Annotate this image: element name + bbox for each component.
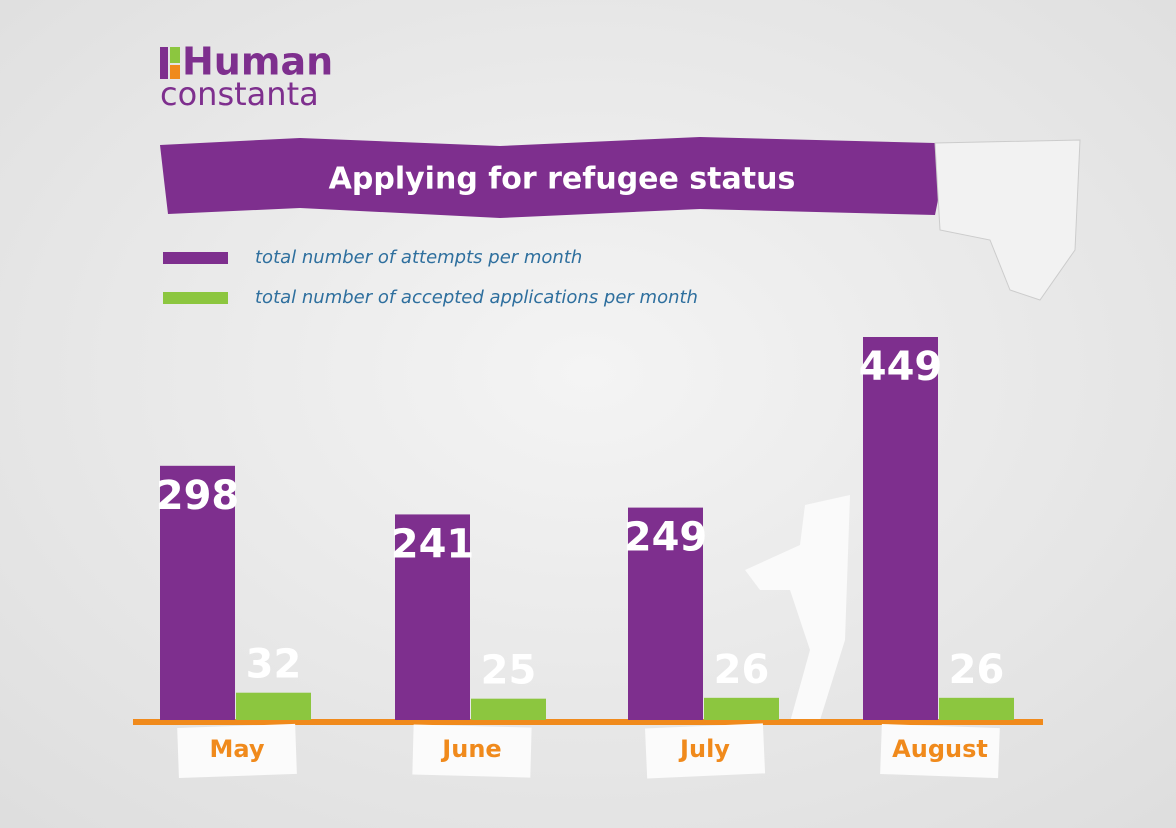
torn-paper [934, 139, 1081, 301]
bar [939, 697, 1014, 720]
bar [863, 337, 938, 720]
x-tick-label: August [892, 735, 988, 763]
legend-label: total number of accepted applications pe… [255, 287, 698, 308]
x-tick-label: July [678, 735, 730, 763]
legend-swatch [163, 252, 228, 264]
bar [236, 692, 311, 720]
logo-mark [170, 65, 180, 79]
bar [395, 514, 470, 720]
category-tag [645, 723, 766, 779]
data-label: 32 [246, 642, 302, 688]
bar [628, 507, 703, 720]
category-tag [880, 724, 1000, 779]
bar [471, 698, 546, 720]
legend-label: total number of attempts per month [255, 247, 582, 268]
chart-title: Applying for refugee status [329, 162, 796, 197]
data-label: 241 [391, 521, 475, 567]
logo-text: constanta [160, 75, 319, 113]
legend-swatch [163, 292, 228, 304]
data-label: 26 [949, 647, 1005, 693]
data-label: 449 [859, 344, 943, 390]
data-label: 298 [156, 473, 240, 519]
figure-illustration [745, 495, 850, 722]
title-banner [160, 137, 942, 218]
category-tag [177, 723, 297, 778]
category-tag [412, 724, 532, 778]
x-tick-label: May [210, 735, 265, 763]
bar [704, 697, 779, 720]
logo-mark [160, 47, 168, 79]
x-tick-label: June [440, 735, 501, 763]
logo-mark [170, 47, 180, 63]
bar [160, 465, 235, 720]
logo-text: Human [182, 40, 333, 84]
data-label: 25 [481, 648, 537, 694]
data-label: 249 [624, 515, 708, 561]
data-label: 26 [714, 647, 770, 693]
